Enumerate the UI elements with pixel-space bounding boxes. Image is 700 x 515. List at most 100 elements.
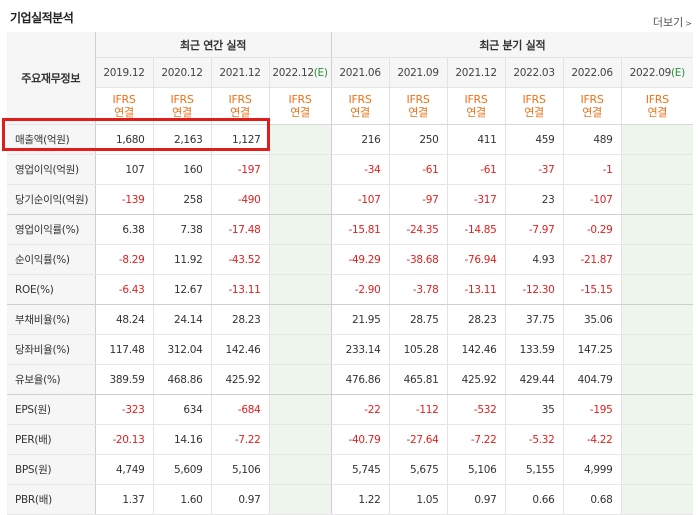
standard-bottom: 연결 [172,106,192,119]
table-cell: 258 [153,184,212,215]
table-row: EPS(원) -323 634 -684 -22 -112 -532 35 -195 [7,394,694,425]
table-cell: 250 [389,124,448,155]
table-cell [269,304,332,335]
table-cell: 404.79 [563,364,622,395]
table-cell: 105.28 [389,334,448,365]
period-header: 2022.12(E) [269,57,332,88]
table-cell: -139 [95,184,154,215]
standard-top: IFRS [348,93,372,106]
period-header: 2021.12 [211,57,270,88]
table-cell: -40.79 [331,424,390,455]
chevron-right-icon: > [685,19,692,28]
standard-top: IFRS [228,93,252,106]
table-cell: -4.22 [563,424,622,455]
standard-top: IFRS [580,93,604,106]
row-label: 영업이익(억원) [7,154,96,185]
standard-bottom: 연결 [524,106,544,119]
table-cell: 6.38 [95,214,154,245]
period-label: 2021.09 [397,66,439,79]
period-header: 2022.09(E) [621,57,694,88]
table-cell [269,184,332,215]
table-cell [621,424,694,455]
standard-top: IFRS [288,93,312,106]
table-cell: -49.29 [331,244,390,275]
table-cell: -317 [447,184,506,215]
standard-bottom: 연결 [114,106,134,119]
table-cell: -197 [211,154,270,185]
table-cell: 5,675 [389,454,448,485]
table-cell: 1.22 [331,484,390,515]
table-cell: -5.32 [505,424,564,455]
table-cell: -24.35 [389,214,448,245]
table-cell [269,154,332,185]
table-cell: 389.59 [95,364,154,395]
table-cell: -21.87 [563,244,622,275]
period-label: 2022.06 [571,66,613,79]
table-cell: -76.94 [447,244,506,275]
row-label: 당좌비율(%) [7,334,96,365]
estimate-mark: (E) [671,66,685,79]
table-cell: -6.43 [95,274,154,305]
row-label: 유보율(%) [7,364,96,395]
table-cell: 107 [95,154,154,185]
standard-top: IFRS [645,93,669,106]
table-cell: 117.48 [95,334,154,365]
table-cell: 468.86 [153,364,212,395]
period-label: 2021.12 [219,66,261,79]
table-cell: -15.15 [563,274,622,305]
table-cell: 28.23 [211,304,270,335]
table-cell: -195 [563,394,622,425]
more-label: 더보기 [652,16,684,29]
standard-bottom: 연결 [647,106,668,119]
table-cell [621,364,694,395]
table-cell: 0.97 [211,484,270,515]
table-cell: -14.85 [447,214,506,245]
table-cell: -112 [389,394,448,425]
table-cell: 28.75 [389,304,448,335]
period-header: 2021.06 [331,57,390,88]
table-cell: 37.75 [505,304,564,335]
table-cell: -684 [211,394,270,425]
standard-header: IFRS 연결 [95,87,154,125]
standard-top: IFRS [170,93,194,106]
table-cell: 48.24 [95,304,154,335]
table-cell [621,334,694,365]
table-cell: 5,745 [331,454,390,485]
row-label: 매출액(억원) [7,124,96,155]
table-cell: -490 [211,184,270,215]
standard-top: IFRS [112,93,136,106]
period-label: 2022.12 [272,66,314,79]
table-cell: 142.46 [211,334,270,365]
standard-header: IFRS 연결 [621,87,694,125]
table-cell: 21.95 [331,304,390,335]
table-cell [269,394,332,425]
table-cell: -0.29 [563,214,622,245]
table-cell: 5,106 [447,454,506,485]
table-cell: 28.23 [447,304,506,335]
table-cell [621,304,694,335]
table-cell: 411 [447,124,506,155]
table-cell [269,454,332,485]
table-cell: 142.46 [447,334,506,365]
table-cell [621,214,694,245]
table-cell [621,244,694,275]
table-cell [621,274,694,305]
table-cell: 0.66 [505,484,564,515]
table-cell: 1,127 [211,124,270,155]
period-header: 2022.06 [563,57,622,88]
table-cell: 459 [505,124,564,155]
standard-header: IFRS 연결 [389,87,448,125]
period-label: 2022.03 [513,66,555,79]
table-cell: 4,999 [563,454,622,485]
table-cell: -7.22 [211,424,270,455]
table-cell: 425.92 [447,364,506,395]
table-cell: -37 [505,154,564,185]
table-cell: 429.44 [505,364,564,395]
table-cell: 465.81 [389,364,448,395]
more-link[interactable]: 더보기 > [653,14,692,30]
row-label: ROE(%) [7,274,96,305]
table-cell [621,484,694,515]
table-row: BPS(원) 4,749 5,609 5,106 5,745 5,675 5,106 5,15… [7,454,694,485]
section-title: 기업실적분석 [10,11,74,25]
standard-bottom: 연결 [466,106,486,119]
